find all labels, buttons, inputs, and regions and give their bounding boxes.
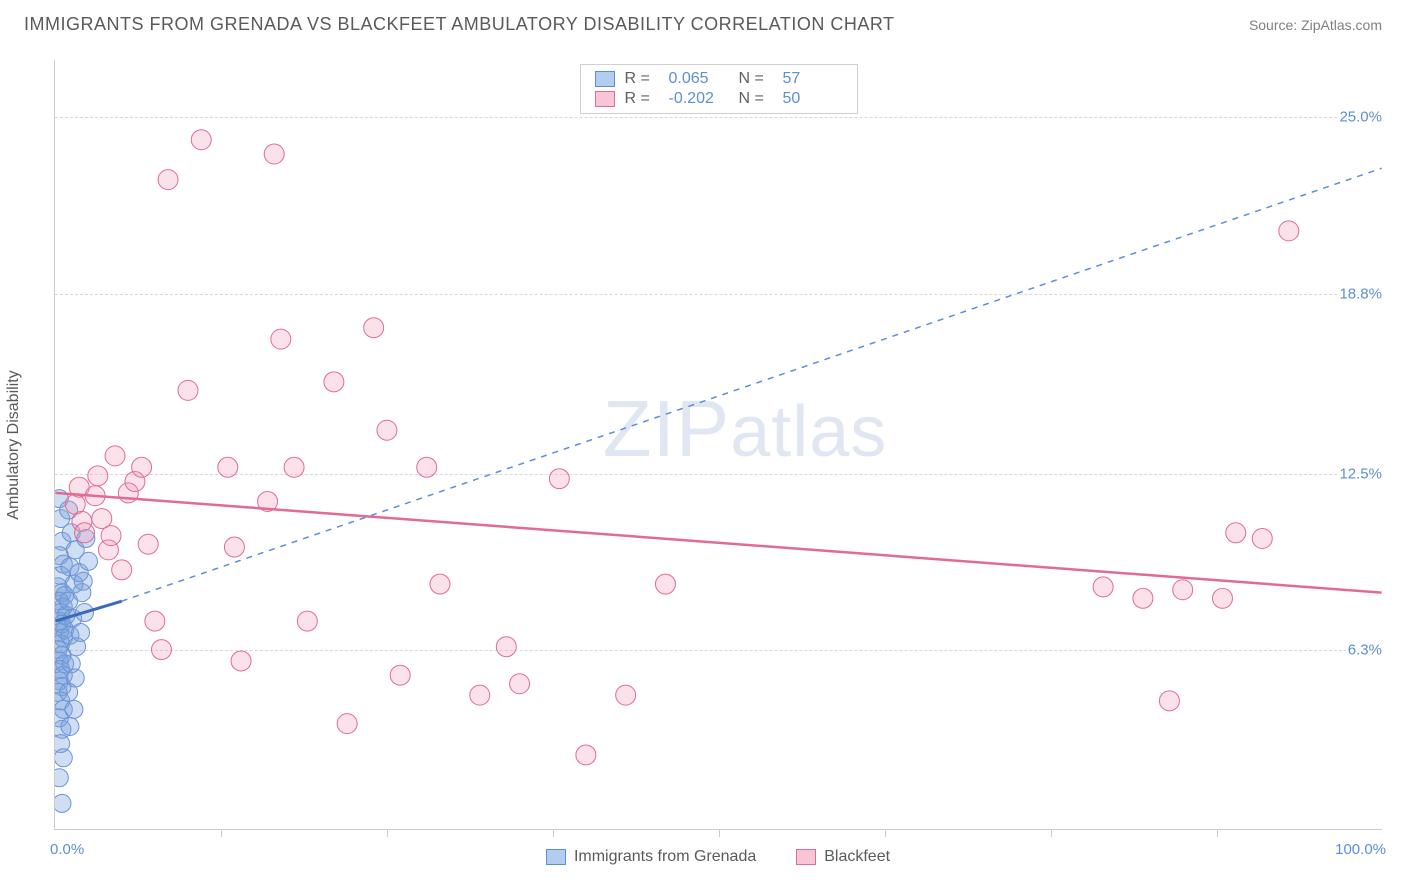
n-value: 57: [783, 70, 843, 88]
x-tick: [1217, 829, 1218, 837]
n-label: N =: [739, 90, 773, 108]
x-tick: [1051, 829, 1052, 837]
legend-item-series-2: Blackfeet: [796, 848, 890, 866]
legend-label: Immigrants from Grenada: [574, 848, 756, 866]
chart-container: Ambulatory Disability ZIPatlas R = 0.065…: [54, 60, 1382, 830]
source-attribution: Source: ZipAtlas.com: [1249, 17, 1382, 33]
y-axis-title: Ambulatory Disability: [5, 370, 23, 519]
legend-row-series-2: R = -0.202 N = 50: [595, 89, 843, 109]
legend-row-series-1: R = 0.065 N = 57: [595, 69, 843, 89]
swatch-icon: [796, 849, 816, 865]
legend-label: Blackfeet: [824, 848, 890, 866]
swatch-icon: [595, 71, 615, 87]
x-tick: [553, 829, 554, 837]
r-value: 0.065: [669, 70, 729, 88]
swatch-icon: [546, 849, 566, 865]
x-tick: [719, 829, 720, 837]
n-label: N =: [739, 70, 773, 88]
plot-area: ZIPatlas R = 0.065 N = 57 R = -0.202 N =…: [54, 60, 1382, 830]
series-legend: Immigrants from Grenada Blackfeet: [54, 848, 1382, 866]
r-value: -0.202: [669, 90, 729, 108]
chart-title: IMMIGRANTS FROM GRENADA VS BLACKFEET AMB…: [24, 14, 895, 35]
legend-item-series-1: Immigrants from Grenada: [546, 848, 756, 866]
n-value: 50: [783, 90, 843, 108]
swatch-icon: [595, 91, 615, 107]
r-label: R =: [625, 70, 659, 88]
x-tick: [221, 829, 222, 837]
x-tick: [885, 829, 886, 837]
x-tick: [387, 829, 388, 837]
r-label: R =: [625, 90, 659, 108]
correlation-legend: R = 0.065 N = 57 R = -0.202 N = 50: [580, 64, 858, 114]
scatter-svg: [55, 60, 1382, 829]
